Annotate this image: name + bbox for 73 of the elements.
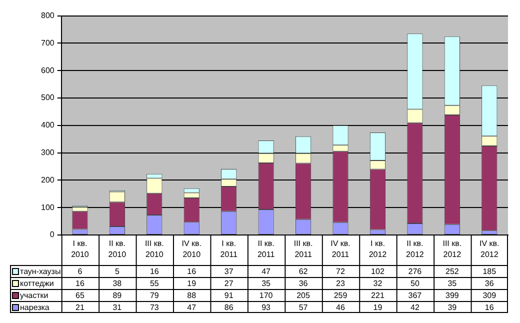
x-tick-label: I кв. 2011 [220,239,238,260]
data-label: 36 [298,279,308,288]
x-tick-label: I кв. 2010 [71,239,90,260]
data-label: 79 [150,291,160,300]
data-label: 72 [336,267,346,276]
data-label: 36 [484,279,494,288]
x-tick-label: II кв. 2012 [406,239,424,260]
data-label: 252 [445,267,460,276]
data-label: 259 [334,291,348,300]
data-label: 399 [445,291,460,300]
data-label: 21 [76,303,85,312]
legend-label: нарезка [20,303,50,312]
data-label: 16 [187,267,197,276]
data-label: 47 [187,303,197,312]
legend-label: коттеджи [20,279,54,288]
data-label: 16 [150,267,160,276]
x-tick-label: IV кв. 2011 [330,239,350,260]
y-tick-label: 400 [40,120,55,130]
data-label: 23 [336,279,346,288]
data-label: 16 [484,303,494,312]
x-tick-label: II кв. 2010 [108,239,127,260]
y-tick-label: 700 [40,38,55,48]
data-label: 221 [371,291,385,300]
y-tick-label: 800 [40,11,55,20]
data-label: 93 [262,303,272,312]
data-label: 38 [112,279,122,288]
y-tick-label: 200 [40,175,55,184]
data-label: 6 [78,267,83,276]
data-label: 55 [150,279,160,288]
x-tick-label: III кв. 2012 [442,239,462,260]
x-tick-label: IV кв. 2010 [182,239,202,260]
data-label: 205 [296,291,311,300]
data-label: 170 [259,291,274,300]
data-label: 62 [298,267,308,276]
x-tick-label: II кв. 2011 [257,239,276,260]
data-label: 50 [410,279,420,288]
data-label: 65 [76,291,85,300]
data-label: 35 [262,279,272,288]
data-label: 32 [373,279,383,288]
y-tick-label: 600 [40,66,55,75]
data-label: 19 [187,279,197,288]
data-label: 31 [112,303,122,312]
data-label: 47 [262,267,272,276]
y-tick-label: 100 [40,202,55,212]
data-label: 46 [336,303,346,312]
legend-label: участки [20,291,48,300]
data-label: 91 [224,291,234,300]
data-label: 19 [373,303,383,312]
y-tick-label: 300 [40,148,55,158]
data-label: 73 [150,303,160,312]
data-label: 39 [448,303,458,312]
data-label: 276 [408,267,422,276]
data-label: 102 [371,267,385,276]
data-label: 42 [410,303,420,312]
legend-label: таун-хаузы [20,267,61,276]
data-label: 309 [482,291,497,300]
data-label: 86 [224,303,234,312]
x-tick-label: I кв. 2012 [368,239,388,260]
data-label: 35 [448,279,458,288]
data-label: 89 [112,291,122,300]
x-tick-label: III кв. 2011 [294,239,313,260]
data-label: 5 [114,267,120,276]
data-label: 57 [298,303,308,312]
y-tick-label: 500 [40,93,55,102]
data-label: 37 [224,267,234,276]
data-label: 185 [482,267,497,276]
y-tick-label: 0 [50,230,55,240]
data-label: 16 [76,279,85,288]
x-tick-label: IV кв. 2012 [480,239,500,260]
data-label: 27 [224,279,234,288]
data-label: 367 [408,291,422,300]
data-label: 88 [187,291,197,300]
x-tick-label: III кв. 2010 [144,239,164,260]
